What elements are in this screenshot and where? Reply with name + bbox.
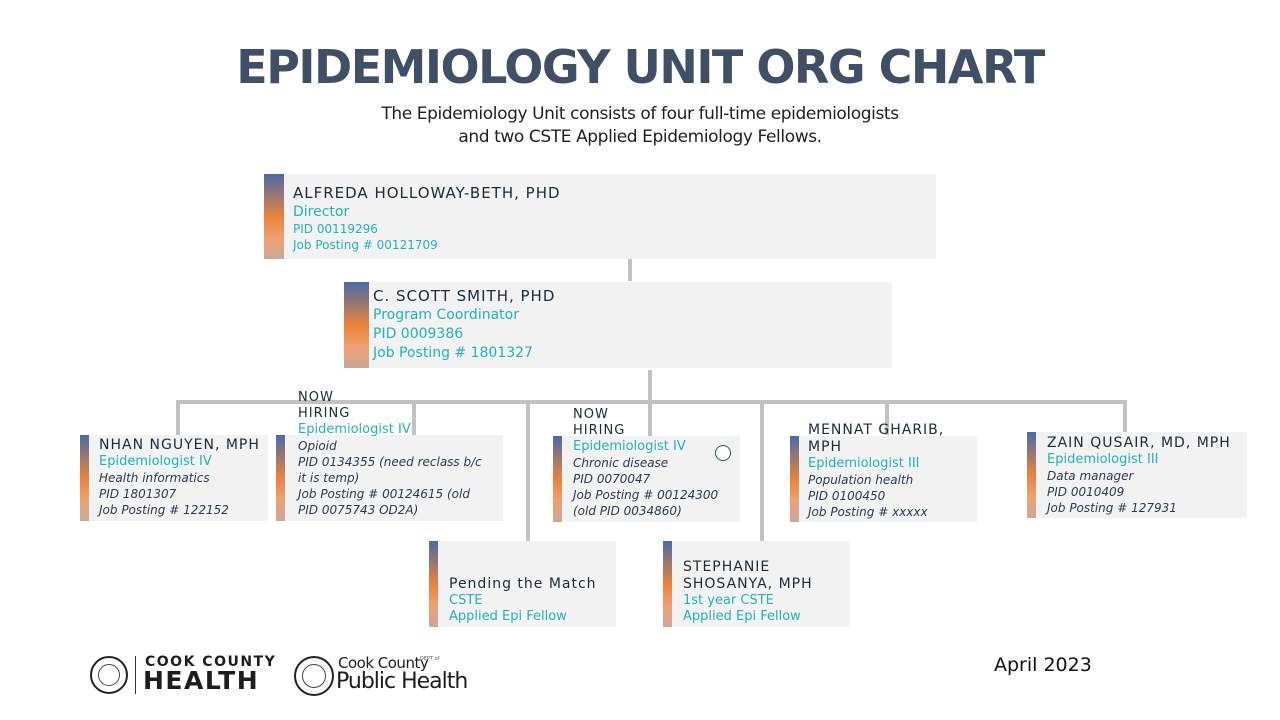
- fellow-name: STEPHANIE SHOSANYA, MPH: [683, 559, 813, 592]
- connector-coordinator-down: [648, 370, 652, 402]
- staff-focus: Data manager: [1047, 469, 1134, 483]
- director-role: Director: [293, 204, 350, 220]
- card-accent-bar: [663, 541, 672, 627]
- staff-job-posting: Job Posting # xxxxx: [808, 505, 928, 519]
- coordinator-name: C. SCOTT SMITH, PHD: [373, 287, 556, 305]
- staff-name: ZAIN QUSAIR, MD, MPH: [1047, 435, 1231, 451]
- staff-pid: PID 0010409: [1047, 485, 1125, 499]
- public-health-logo-line2: Public Health: [336, 669, 468, 694]
- staff-job-posting: Job Posting # 127931: [1047, 501, 1177, 515]
- connector-drop-3: [648, 400, 652, 436]
- card-accent-bar: [429, 541, 438, 627]
- card-accent-bar: [276, 435, 285, 521]
- public-health-logo-dept: DEPT of: [420, 656, 440, 662]
- connector-drop-4: [885, 400, 889, 435]
- staff-focus: Opioid: [298, 439, 337, 453]
- connector-drop-5: [1123, 400, 1127, 432]
- fellow-card-pending: Pending the Match CSTE Applied Epi Fello…: [429, 541, 616, 627]
- card-accent-bar: [553, 436, 562, 522]
- staff-focus: Population health: [808, 473, 914, 487]
- card-accent-bar: [790, 436, 799, 522]
- staff-job-posting: Job Posting # 00124300 (old PID 0034860): [573, 488, 719, 518]
- staff-pid: PID 0100450: [808, 489, 886, 503]
- subtitle-line-1: The Epidemiology Unit consists of four f…: [381, 104, 899, 124]
- staff-focus: Chronic disease: [573, 456, 669, 470]
- page-title: EPIDEMIOLOGY UNIT ORG CHART: [236, 40, 1045, 94]
- staff-name: NHAN NGUYEN, MPH: [99, 437, 260, 453]
- fellow-card-stephanie-shosanya: STEPHANIE SHOSANYA, MPH 1st year CSTE App…: [663, 541, 850, 627]
- connector-drop-1: [176, 400, 180, 435]
- fellow-program: Applied Epi Fellow: [449, 609, 567, 624]
- coordinator-role: Program Coordinator: [373, 307, 519, 323]
- connector-drop-fellow-2: [760, 400, 764, 541]
- cook-county-health-logo-line2: HEALTH: [143, 666, 260, 695]
- staff-role: Epidemiologist III: [808, 456, 920, 471]
- card-accent-bar: [80, 435, 89, 521]
- cook-county-seal-icon: [90, 656, 128, 694]
- date-label: April 2023: [994, 654, 1092, 676]
- fellow-program: Applied Epi Fellow: [683, 609, 801, 624]
- staff-name: MENNAT GHARIB, MPH: [808, 422, 945, 455]
- coordinator-pid: PID 0009386: [373, 326, 464, 342]
- radio-button[interactable]: [715, 445, 731, 461]
- now-hiring-label-chronic: NOW HIRING: [573, 407, 626, 438]
- public-health-seal-icon: [294, 656, 334, 696]
- connector-drop-2: [412, 400, 416, 435]
- staff-focus: Health informatics: [99, 471, 210, 485]
- card-accent-bar: [264, 174, 284, 259]
- staff-card-nhan-nguyen: NHAN NGUYEN, MPH Epidemiologist IV Healt…: [80, 435, 268, 521]
- connector-drop-fellow-1: [526, 400, 530, 541]
- staff-role: Epidemiologist III: [1047, 452, 1159, 467]
- logo-divider: [135, 656, 136, 694]
- staff-role: Epidemiologist IV: [298, 422, 411, 437]
- staff-job-posting: Job Posting # 00124615 (old PID 0075743 O…: [298, 487, 470, 517]
- public-health-logo-line1: Cook County: [338, 654, 429, 672]
- card-accent-bar: [1027, 432, 1036, 518]
- now-hiring-label-opioid: NOW HIRING: [298, 390, 351, 421]
- staff-job-posting: Job Posting # 122152: [99, 503, 229, 517]
- staff-card-zain-qusair: ZAIN QUSAIR, MD, MPH Epidemiologist III …: [1027, 432, 1247, 518]
- staff-pid: PID 0134355 (need reclass b/c it is temp): [298, 455, 482, 485]
- director-card: ALFREDA HOLLOWAY-BETH, PHD Director PID …: [264, 174, 936, 259]
- staff-role: Epidemiologist IV: [99, 454, 212, 469]
- card-accent-bar: [344, 282, 369, 368]
- fellow-name: Pending the Match: [449, 576, 597, 592]
- staff-card-mennat-gharib: MENNAT GHARIB, MPH Epidemiologist III Pop…: [790, 422, 977, 522]
- director-job-posting: Job Posting # 00121709: [293, 238, 438, 252]
- coordinator-job-posting: Job Posting # 1801327: [373, 345, 533, 361]
- connector-director-coordinator: [628, 259, 632, 281]
- staff-pid: PID 0070047: [573, 472, 651, 486]
- staff-pid: PID 1801307: [99, 487, 177, 501]
- fellow-role: 1st year CSTE: [683, 593, 774, 608]
- staff-card-opioid-vacancy: Epidemiologist IV Opioid PID 0134355 (ne…: [276, 422, 503, 521]
- subtitle-line-2: and two CSTE Applied Epidemiology Fellow…: [458, 127, 822, 147]
- director-name: ALFREDA HOLLOWAY-BETH, PHD: [293, 184, 561, 202]
- fellow-role: CSTE: [449, 593, 483, 608]
- cook-county-health-logo-line1: COOK COUNTY: [145, 654, 277, 670]
- coordinator-card: C. SCOTT SMITH, PHD Program Coordinator …: [344, 282, 892, 368]
- staff-role: Epidemiologist IV: [573, 439, 686, 454]
- page-subtitle: The Epidemiology Unit consists of four f…: [0, 103, 1280, 149]
- staff-card-chronic-vacancy: Epidemiologist IV Chronic disease PID 00…: [553, 436, 740, 522]
- director-pid: PID 00119296: [293, 222, 378, 236]
